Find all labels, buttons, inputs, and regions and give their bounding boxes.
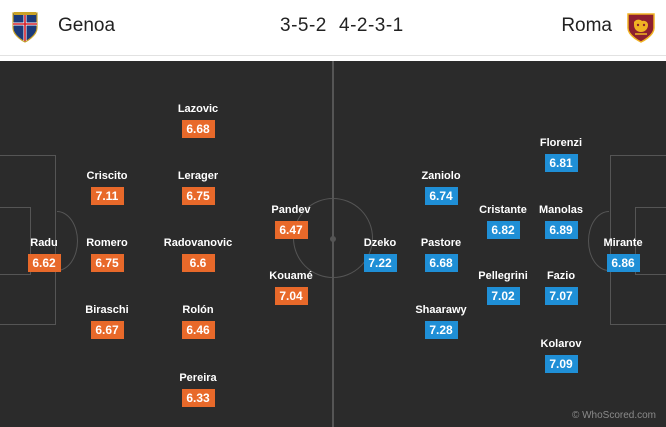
home-player[interactable]: Kouamé 7.04 (251, 270, 331, 305)
home-player[interactable]: Radovanovic 6.6 (158, 237, 238, 272)
away-player[interactable]: Florenzi 6.81 (521, 137, 601, 172)
player-name: Kolarov (540, 338, 582, 350)
player-rating: 6.6 (181, 254, 215, 272)
player-rating: 6.75 (90, 254, 124, 272)
player-name: Lazovic (177, 103, 219, 115)
player-name: Fazio (546, 270, 576, 282)
player-name: Florenzi (539, 137, 583, 149)
player-rating: 6.82 (486, 221, 520, 239)
player-name: Zaniolo (421, 170, 461, 182)
home-player[interactable]: Pandev 6.47 (251, 204, 331, 239)
player-rating: 6.89 (544, 221, 578, 239)
away-player[interactable]: Pastore 6.68 (401, 237, 481, 272)
player-name: Radovanovic (163, 237, 233, 249)
player-name: Romero (86, 237, 128, 249)
home-player[interactable]: Romero 6.75 (67, 237, 147, 272)
away-player[interactable]: Pellegrini 7.02 (463, 270, 543, 305)
genoa-crest-icon (12, 12, 38, 43)
player-rating: 7.09 (544, 355, 578, 373)
player-name: Pereira (179, 372, 217, 384)
match-header: Genoa 3-5-2 4-2-3-1 Roma (0, 0, 666, 56)
player-name: Pandev (271, 204, 311, 216)
player-rating: 7.04 (274, 287, 308, 305)
player-name: Cristante (479, 204, 527, 216)
player-rating: 7.07 (544, 287, 578, 305)
center-spot (330, 236, 336, 242)
player-rating: 6.74 (424, 187, 458, 205)
player-name: Dzeko (363, 237, 397, 249)
player-name: Radu (30, 237, 58, 249)
away-player[interactable]: Cristante 6.82 (463, 204, 543, 239)
player-rating: 7.11 (90, 187, 124, 205)
player-name: Pellegrini (478, 270, 528, 282)
away-player[interactable]: Manolas 6.89 (521, 204, 601, 239)
player-rating: 6.75 (181, 187, 215, 205)
player-name: Pastore (420, 237, 462, 249)
player-rating: 6.46 (181, 321, 215, 339)
player-name: Kouamé (269, 270, 313, 282)
home-player[interactable]: Rolón 6.46 (158, 304, 238, 339)
right-penalty-box (610, 155, 666, 325)
home-player[interactable]: Criscito 7.11 (67, 170, 147, 205)
player-name: Lerager (177, 170, 219, 182)
home-player[interactable]: Pereira 6.33 (158, 372, 238, 407)
player-rating: 6.33 (181, 389, 215, 407)
away-player[interactable]: Dzeko 7.22 (340, 237, 420, 272)
left-penalty-box (0, 155, 56, 325)
away-player[interactable]: Fazio 7.07 (521, 270, 601, 305)
home-player[interactable]: Biraschi 6.67 (67, 304, 147, 339)
player-name: Mirante (603, 237, 643, 249)
away-player[interactable]: Kolarov 7.09 (521, 338, 601, 373)
player-rating: 6.62 (27, 254, 61, 272)
player-rating: 6.68 (424, 254, 458, 272)
left-goal-box (0, 207, 31, 275)
away-player[interactable]: Mirante 6.86 (583, 237, 663, 272)
player-rating: 7.02 (486, 287, 520, 305)
roma-crest-icon (627, 13, 655, 43)
pitch: Radu 6.62 Criscito 7.11 Romero 6.75 Birasch… (0, 61, 666, 427)
player-name: Rolón (182, 304, 214, 316)
home-player[interactable]: Lerager 6.75 (158, 170, 238, 205)
player-name: Biraschi (85, 304, 129, 316)
player-rating: 7.28 (424, 321, 458, 339)
away-team-name: Roma (561, 15, 612, 36)
home-team-name: Genoa (58, 15, 116, 36)
home-player[interactable]: Lazovic 6.68 (158, 103, 238, 138)
home-player[interactable]: Radu 6.62 (4, 237, 84, 272)
player-rating: 6.47 (274, 221, 308, 239)
home-formation: 3-5-2 (280, 15, 327, 36)
player-rating: 6.81 (544, 154, 578, 172)
player-rating: 6.67 (90, 321, 124, 339)
player-rating: 7.22 (363, 254, 397, 272)
right-goal-box (635, 207, 666, 275)
away-player[interactable]: Shaarawy 7.28 (401, 304, 481, 339)
player-rating: 6.68 (181, 120, 215, 138)
player-name: Criscito (86, 170, 128, 182)
away-player[interactable]: Zaniolo 6.74 (401, 170, 481, 205)
away-formation: 4-2-3-1 (339, 15, 404, 36)
player-name: Shaarawy (415, 304, 467, 316)
watermark: © WhoScored.com (571, 410, 656, 421)
player-name: Manolas (538, 204, 583, 216)
player-rating: 6.86 (606, 254, 640, 272)
